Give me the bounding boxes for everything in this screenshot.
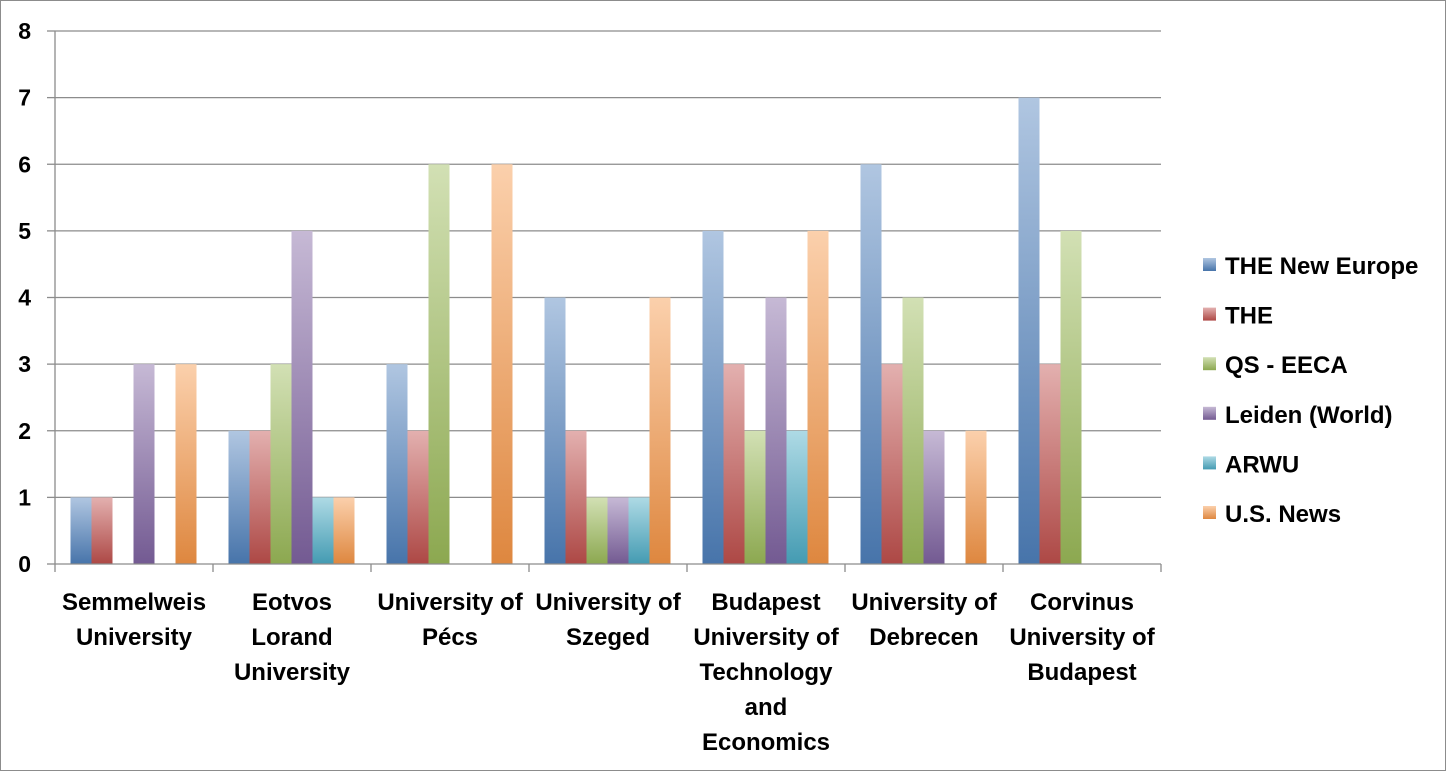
y-tick-label: 0 (18, 551, 31, 577)
category-label: Eotvos Lorand University (234, 589, 351, 686)
axes (54, 31, 1162, 572)
bar (249, 430, 271, 564)
category-label: University of Debrecen (851, 589, 997, 651)
bar (270, 364, 292, 564)
legend-swatch (1203, 307, 1216, 321)
bar (544, 297, 566, 564)
category-label: University of Szeged (535, 589, 681, 651)
bar (702, 230, 724, 564)
bar (586, 497, 608, 564)
legend-label: ARWU (1225, 451, 1299, 478)
bar (565, 430, 587, 564)
legend-swatch (1203, 506, 1216, 519)
bar (70, 497, 92, 564)
bar (607, 497, 629, 564)
legend-label: QS - EECA (1225, 352, 1348, 379)
y-tick-label: 7 (18, 85, 31, 111)
y-tick-label: 3 (18, 351, 31, 377)
bar (628, 497, 650, 564)
bar (1060, 230, 1082, 564)
bar (902, 297, 924, 564)
legend-swatch (1203, 357, 1216, 371)
y-tick-label: 4 (18, 285, 31, 311)
bar (807, 230, 829, 564)
bar (860, 164, 882, 564)
legend-swatch (1203, 258, 1216, 271)
bars (70, 97, 1082, 564)
bar (228, 430, 250, 564)
y-tick-label: 2 (18, 418, 31, 444)
category-label: University of Pécs (377, 589, 523, 651)
category-label: Semmelweis University (62, 589, 206, 651)
bar (923, 430, 945, 564)
bar (965, 430, 987, 564)
bar (765, 297, 787, 564)
bar (312, 497, 334, 564)
legend-label: THE New Europe (1225, 253, 1418, 280)
legend-label: U.S. News (1225, 501, 1341, 528)
bar (1039, 364, 1061, 564)
bar (881, 364, 903, 564)
legend-label: Leiden (World) (1225, 402, 1393, 429)
bar (723, 364, 745, 564)
legend: THE New Europe THE QS - EECA Leiden (World)… (1203, 253, 1418, 528)
y-tick-label: 6 (18, 151, 31, 177)
bar (491, 164, 513, 564)
bar (786, 430, 808, 564)
y-tick-labels: 0 1 2 3 4 5 6 7 8 (18, 18, 31, 577)
category-label: Budapest University of Technology and Econom… (693, 589, 839, 756)
y-tick-label: 8 (18, 18, 31, 44)
legend-swatch (1203, 406, 1216, 420)
y-tick-label: 1 (18, 484, 31, 510)
bar (386, 364, 408, 564)
legend-label: THE (1225, 303, 1273, 330)
bar (133, 364, 155, 564)
bar (291, 230, 313, 564)
bar (649, 297, 671, 564)
legend-swatch (1203, 456, 1216, 470)
gridlines (47, 30, 1161, 565)
bar (744, 430, 766, 564)
bar (1018, 97, 1040, 564)
bar (407, 430, 429, 564)
bar (91, 497, 113, 564)
y-tick-label: 5 (18, 218, 31, 244)
bar (333, 497, 355, 564)
category-labels: Semmelweis University Eotvos Lorand Universi… (62, 589, 1156, 756)
bar (175, 364, 197, 564)
category-label: Corvinus University of Budapest (1009, 589, 1155, 686)
bar (428, 164, 450, 564)
